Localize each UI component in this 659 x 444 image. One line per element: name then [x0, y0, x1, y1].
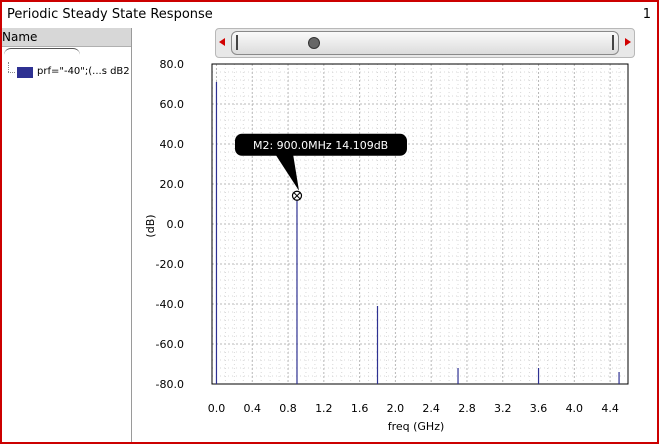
x-tick-label: 4.4: [601, 402, 619, 415]
thumb-right-cap-icon: [612, 35, 614, 50]
x-axis-label: freq (GHz): [388, 420, 445, 433]
marker-callout-pointer: [274, 153, 299, 191]
x-tick-label: 0.8: [279, 402, 297, 415]
y-axis-label: (dB): [144, 214, 157, 237]
marker-cross-icon: [293, 192, 301, 200]
x-tick-label: 3.2: [494, 402, 512, 415]
legend-header[interactable]: Name: [2, 28, 131, 47]
y-tick-label: -80.0: [156, 378, 184, 391]
tree-branch-icon: [8, 72, 15, 73]
y-tick-labels: 80.0 60.0 40.0 20.0 0.0 -20.0 -40.0 -60.0 -80.0: [156, 58, 184, 391]
y-tick-label: 20.0: [160, 178, 185, 191]
thumb-left-cap-icon: [236, 35, 238, 50]
x-tick-label: 1.2: [315, 402, 333, 415]
window-number: 1: [642, 7, 651, 22]
y-tick-label: 0.0: [167, 218, 185, 231]
tree-line-icon: [8, 62, 9, 72]
y-tick-label: 40.0: [160, 138, 185, 151]
legend-item[interactable]: prf="-40";(...s dB2: [2, 62, 131, 82]
window-title: Periodic Steady State Response: [7, 7, 213, 22]
y-tick-label: -20.0: [156, 258, 184, 271]
grid: [212, 63, 629, 385]
x-tick-label: 0.0: [208, 402, 226, 415]
marker-label: M2: 900.0MHz 14.109dB: [253, 139, 388, 152]
scroll-left-arrow-icon[interactable]: [219, 38, 225, 46]
x-tick-label: 2.4: [422, 402, 440, 415]
x-tick-label: 4.0: [566, 402, 584, 415]
x-tick-label: 3.6: [530, 402, 548, 415]
x-tick-label: 1.6: [351, 402, 369, 415]
scroll-right-arrow-icon[interactable]: [625, 38, 631, 46]
plot-border: [211, 63, 629, 385]
x-tick-labels: 0.0 0.4 0.8 1.2 1.6 2.0 2.4 2.8 3.2 3.6 4.0 4.4: [208, 402, 619, 415]
marker-m2[interactable]: M2: 900.0MHz 14.109dB: [234, 133, 407, 201]
marker-callout[interactable]: [234, 133, 407, 156]
y-tick-label: -60.0: [156, 338, 184, 351]
plot-area[interactable]: 80.060.040.020.00.0-20.0-40.0-60.0-80.0 …: [132, 56, 652, 442]
x-tick-label: 0.4: [244, 402, 261, 415]
tree-group-connector: [4, 48, 80, 55]
x-tick-label: 2.8: [458, 402, 476, 415]
x-axis-scroller[interactable]: [215, 28, 635, 58]
grip-icon[interactable]: [308, 37, 320, 49]
x-tick-label: 2.0: [387, 402, 405, 415]
series-lines: [215, 82, 620, 384]
series-color-swatch: [17, 67, 33, 78]
title-bar: Periodic Steady State Response 1: [2, 2, 657, 28]
series-label[interactable]: prf="-40";(...s dB2: [37, 66, 130, 77]
y-tick-label: 80.0: [160, 58, 185, 71]
y-tick-label: -40.0: [156, 298, 184, 311]
y-tick-label: 60.0: [160, 98, 185, 111]
scroll-thumb[interactable]: [231, 31, 619, 55]
legend-panel: Name prf="-40";(...s dB2: [2, 28, 132, 442]
